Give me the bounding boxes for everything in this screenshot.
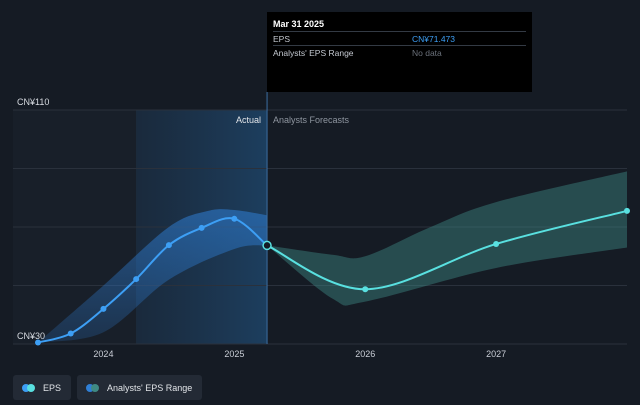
eps-point: [67, 330, 74, 337]
legend: EPS Analysts' EPS Range: [13, 375, 203, 400]
eps-point: [100, 305, 107, 312]
tooltip-eps-label: EPS: [273, 34, 291, 44]
x-axis-ticks: 2024 2025 2026 2027: [93, 349, 506, 359]
tooltip-range-value: No data: [412, 48, 442, 58]
tooltip-eps-value: CN¥71.473: [412, 34, 456, 44]
tooltip: Mar 31 2025 EPS CN¥71.473 Analysts' EPS …: [267, 12, 532, 92]
legend-eps-dot-icon: [22, 383, 36, 392]
x-tick-label: 2025: [224, 349, 244, 359]
x-tick-label: 2027: [486, 349, 506, 359]
range-band-actual: [38, 209, 268, 343]
x-tick-label: 2026: [355, 349, 375, 359]
eps-point-current: [262, 240, 272, 251]
forecast-label: Analysts Forecasts: [273, 115, 350, 125]
eps-point: [362, 286, 369, 293]
eps-forecast-line: [266, 209, 628, 291]
chart-labels: CN¥110 CN¥30 Actual Analysts Forecasts: [17, 97, 350, 341]
x-tick-label: 2024: [93, 349, 113, 359]
eps-point: [198, 224, 205, 231]
y-label-top: CN¥110: [17, 97, 49, 107]
eps-point: [165, 242, 172, 249]
tooltip-range-label: Analysts' EPS Range: [273, 48, 354, 58]
legend-eps-label: EPS: [43, 382, 62, 393]
legend-range-label: Analysts' EPS Range: [107, 382, 193, 393]
eps-point: [35, 339, 41, 346]
legend-item-eps-range[interactable]: Analysts' EPS Range: [77, 375, 203, 400]
tooltip-row-eps: EPS CN¥71.473: [273, 31, 526, 45]
range-bands: [38, 171, 627, 343]
legend-range-dot-icon: [86, 383, 100, 392]
eps-point: [231, 215, 238, 222]
tooltip-date: Mar 31 2025: [273, 19, 325, 29]
tooltip-row-range: Analysts' EPS Range No data: [273, 45, 526, 59]
range-band-forecast: [267, 171, 627, 306]
eps-point: [493, 240, 500, 247]
actual-label: Actual: [236, 115, 261, 125]
y-label-bottom: CN¥30: [17, 331, 45, 341]
eps-point: [624, 207, 630, 214]
eps-point: [133, 276, 140, 283]
eps-points: [35, 207, 630, 346]
legend-item-eps[interactable]: EPS: [13, 375, 72, 400]
